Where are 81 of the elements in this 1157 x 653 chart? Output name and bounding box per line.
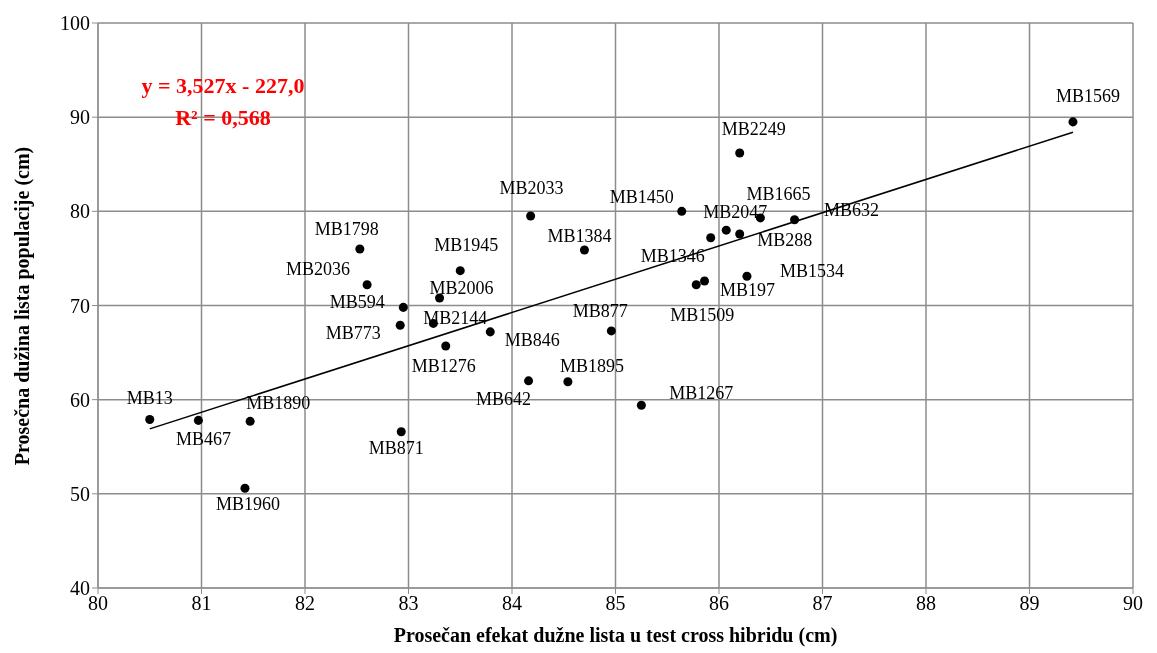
annotation: MB1534: [779, 261, 844, 282]
annotation: MB2036: [286, 258, 351, 279]
point: [355, 244, 365, 254]
y-axis-title: Prosečna dužina lista populacije (cm): [10, 146, 34, 465]
point: [706, 233, 716, 243]
annotation: MB642: [476, 388, 532, 409]
annotation: MB467: [175, 428, 231, 449]
y-tick-label: 50: [70, 482, 90, 505]
y-tick-label: 80: [70, 200, 90, 223]
annotation: MB632: [824, 199, 880, 220]
point: [790, 215, 800, 225]
point: [396, 427, 406, 437]
point: [362, 280, 372, 290]
annotation: MB2047: [703, 202, 768, 223]
x-tick-label: 90: [1123, 592, 1143, 615]
annotation: MB197: [720, 280, 776, 301]
x-tick-label: 85: [605, 592, 626, 615]
point: [398, 302, 408, 312]
point: [742, 271, 752, 281]
x-axis-title: Prosečan efekat dužne lista u test cross hibridu (cm): [393, 624, 838, 647]
point: [677, 206, 687, 216]
y-tick-label: 90: [70, 106, 90, 129]
point: [721, 225, 731, 235]
point: [563, 377, 573, 387]
x-tick-label: 80: [88, 592, 108, 615]
annotation: MB1450: [609, 187, 674, 208]
point: [524, 376, 534, 386]
point: [1068, 117, 1078, 127]
annotation: MB1276: [411, 356, 476, 377]
annotation: y = 3,527x - 227,0: [141, 73, 305, 98]
annotation: MB846: [504, 329, 560, 350]
annotation: MB1890: [246, 393, 311, 414]
x-tick-label: 89: [1019, 592, 1040, 615]
annotation: MB2144: [423, 307, 488, 328]
annotation: MB2249: [721, 119, 786, 140]
point: [526, 211, 536, 221]
annotation: MB1895: [559, 355, 624, 376]
annotation: MB1267: [669, 383, 734, 404]
x-tick-label: 81: [191, 592, 212, 615]
annotation: MB1569: [1055, 86, 1120, 106]
annotation: MB594: [329, 291, 385, 312]
point: [606, 326, 616, 336]
y-tick-label: 70: [70, 294, 90, 317]
x-tick-label: 87: [812, 592, 833, 615]
annotation: MB13: [126, 387, 173, 408]
point: [735, 229, 745, 239]
y-tick-label: 40: [70, 577, 90, 600]
point: [691, 280, 701, 290]
point: [245, 416, 255, 426]
point: [455, 266, 465, 276]
x-tick-label: 82: [295, 592, 315, 615]
annotation: MB871: [368, 437, 424, 458]
annotation: MB1960: [215, 494, 280, 515]
x-tick-label: 84: [502, 592, 522, 615]
point: [435, 293, 445, 303]
point: [636, 400, 646, 410]
point: [145, 414, 155, 424]
annotation: MB1509: [670, 304, 735, 325]
annotation: MB1384: [547, 226, 612, 247]
y-tick-label: 60: [70, 388, 90, 411]
point: [700, 276, 710, 286]
annotation: MB2033: [499, 178, 564, 199]
annotation: MB1945: [434, 234, 499, 255]
point: [395, 320, 405, 330]
annotation: MB773: [325, 323, 381, 344]
annotation: MB288: [757, 230, 813, 251]
point: [441, 341, 451, 351]
point: [735, 148, 745, 158]
x-tick-label: 83: [398, 592, 419, 615]
annotation: MB1798: [314, 219, 379, 240]
annotation: MB1665: [746, 184, 811, 205]
y-tick-label: 100: [60, 12, 90, 35]
point: [240, 483, 250, 493]
annotation: MB2006: [429, 278, 494, 299]
point: [485, 327, 495, 337]
annotation: R² = 0,568: [175, 105, 271, 130]
x-tick-label: 86: [709, 592, 729, 615]
point: [193, 415, 203, 425]
x-tick-label: 88: [916, 592, 936, 615]
point: [579, 245, 589, 255]
annotation: MB877: [572, 301, 628, 322]
